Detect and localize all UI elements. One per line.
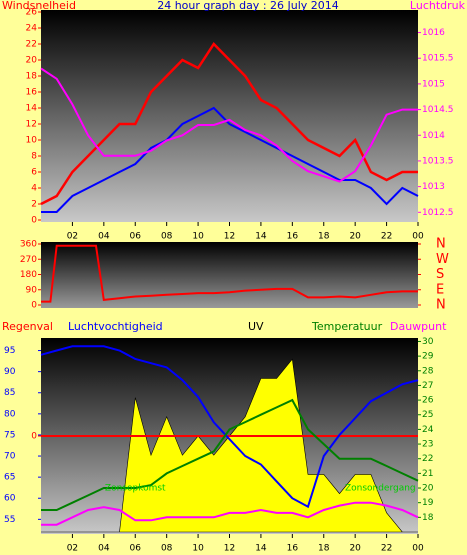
y-tick-label: 0 [31, 301, 37, 311]
y-tick-label: 6 [31, 168, 37, 178]
y2-tick-label: 29 [422, 352, 434, 362]
y2-label: Luchtdruk [410, 0, 466, 12]
y-tick-label: 14 [26, 104, 38, 114]
y2-tick-label: 1014 [422, 131, 445, 141]
x-tick-label: 12 [224, 232, 235, 242]
series-line [41, 398, 419, 511]
x-tick-label: 04 [98, 232, 110, 242]
y-tick-label: 26 [26, 8, 38, 18]
annotation: Zonsondergang [345, 484, 416, 494]
x-tick-label: 00 [412, 544, 424, 554]
y-tick-label: 90 [26, 285, 38, 295]
y2-tick-label: 20 [422, 484, 434, 494]
y-tick-label: 10 [26, 136, 38, 146]
x-tick-label: 10 [192, 544, 204, 554]
x-tick-label: 02 [67, 232, 78, 242]
series-line [41, 244, 418, 303]
y-tick-label: 55 [4, 515, 15, 525]
y2-tick-label: 28 [422, 366, 434, 376]
y-tick-label: 8 [31, 152, 37, 162]
y2-tick-label: 1013 [422, 182, 445, 192]
y2-tick-label: 1015.5 [422, 54, 454, 64]
y2-tick-label: N [436, 237, 446, 252]
y-tick-label: 270 [20, 255, 37, 265]
y2-tick-label: 1016 [422, 28, 445, 38]
y2-tick-label: 24 [422, 425, 434, 435]
y-tick-label: 80 [4, 409, 16, 419]
x-tick-label: 06 [130, 232, 142, 242]
y-tick-label: 70 [4, 452, 16, 462]
y-tick-label: 180 [20, 270, 37, 280]
x-tick-label: 20 [349, 544, 361, 554]
y2-tick-label: W [436, 252, 449, 267]
y-tick-label: 4 [31, 184, 37, 194]
y-tick-label: 0 [31, 216, 37, 226]
y-tick-label: 360 [20, 240, 37, 250]
x-tick-label: 12 [224, 544, 235, 554]
y-label: Windsnelheid [2, 0, 76, 12]
x-tick-label: 14 [255, 544, 267, 554]
y2-tick-label: 1014.5 [422, 105, 454, 115]
y2-tick-label: 23 [422, 440, 433, 450]
legend-label: UV [248, 320, 264, 333]
y-tick-label: 12 [26, 120, 37, 130]
y2-tick-label: 27 [422, 381, 433, 391]
y2-tick-label: S [436, 267, 444, 282]
y2-tick-label: 22 [422, 454, 433, 464]
rain-tick-label: 0 [31, 432, 37, 442]
y2-tick-label: N [436, 298, 446, 313]
y-tick-label: 85 [4, 388, 15, 398]
y-tick-label: 16 [26, 88, 38, 98]
x-tick-label: 22 [381, 232, 392, 242]
series-line [41, 106, 419, 213]
y-tick-label: 22 [26, 40, 37, 50]
x-tick-label: 08 [161, 544, 173, 554]
x-tick-label: 10 [192, 232, 204, 242]
y2-tick-label: E [436, 282, 444, 297]
y2-tick-label: 21 [422, 469, 433, 479]
legend-label: Dauwpunt [390, 320, 447, 333]
y-tick-label: 20 [26, 56, 38, 66]
y2-tick-label: 26 [422, 396, 434, 406]
y2-tick-label: 30 [422, 337, 434, 347]
legend-label: Regenval [2, 320, 53, 333]
y-tick-label: 18 [26, 72, 38, 82]
chart-title: 24 hour graph day : 26 July 2014 [157, 0, 339, 12]
y2-tick-label: 18 [422, 513, 434, 523]
y-tick-label: 95 [4, 346, 15, 356]
x-tick-label: 00 [412, 232, 424, 242]
y2-tick-label: 1012.5 [422, 208, 454, 218]
y-tick-label: 75 [4, 430, 15, 440]
series-line [40, 67, 418, 183]
panel-wind [41, 10, 418, 222]
legend-label: Luchtvochtigheid [68, 320, 163, 333]
x-tick-label: 02 [67, 544, 78, 554]
y-tick-label: 24 [26, 24, 38, 34]
x-tick-label: 04 [98, 544, 110, 554]
y2-tick-label: 1013.5 [422, 156, 454, 166]
annotation: Zonsopkomst [105, 484, 166, 494]
series-line [40, 42, 418, 206]
x-tick-label: 20 [349, 232, 361, 242]
x-tick-label: 18 [318, 544, 330, 554]
y-tick-label: 90 [4, 367, 16, 377]
x-tick-label: 08 [161, 232, 173, 242]
y-tick-label: 2 [31, 200, 37, 210]
y2-tick-label: 25 [422, 410, 433, 420]
x-tick-label: 16 [287, 544, 299, 554]
x-tick-label: 18 [318, 232, 330, 242]
y-tick-label: 60 [4, 494, 16, 504]
legend-label: Temperatuur [311, 320, 383, 333]
y-tick-label: 65 [4, 473, 15, 483]
x-tick-label: 22 [381, 544, 392, 554]
y2-tick-label: 19 [422, 498, 434, 508]
y2-tick-label: 1015 [422, 79, 445, 89]
series-line [41, 501, 419, 526]
x-tick-label: 06 [130, 544, 142, 554]
x-tick-label: 14 [255, 232, 267, 242]
series-line [40, 345, 419, 509]
x-tick-label: 16 [287, 232, 299, 242]
